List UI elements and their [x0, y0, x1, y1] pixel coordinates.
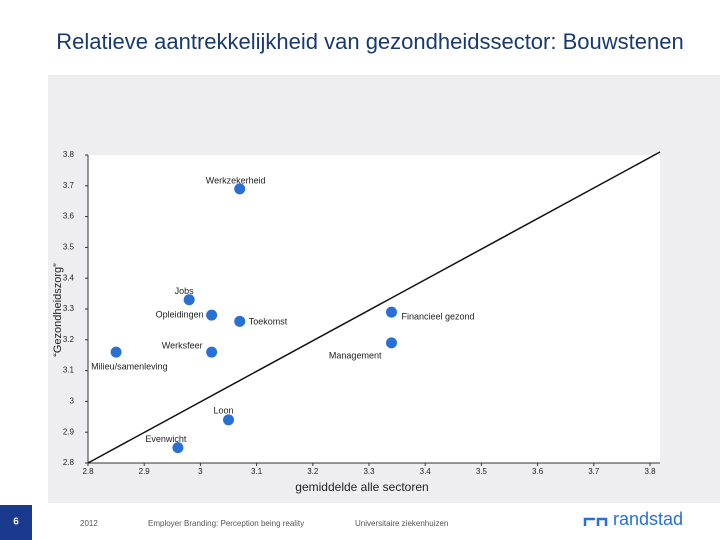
point-label: Werkzekerheid [206, 175, 266, 185]
footer-segment: Universitaire ziekenhuizen [355, 519, 448, 528]
x-tick-label: 3.3 [363, 467, 375, 476]
point [172, 442, 184, 454]
chart-title: Relatieve aantrekkelijkheid van gezondhe… [56, 29, 683, 54]
x-tick-label: 2.8 [82, 467, 94, 476]
point [385, 337, 397, 349]
y-axis-label: “Gezondheidszorg” [52, 263, 64, 357]
point-label: Management [329, 350, 382, 360]
footer-year: 2012 [80, 519, 98, 528]
point-label: Toekomst [249, 317, 288, 327]
x-tick-label: 3 [198, 467, 203, 476]
y-tick-label: 3.8 [63, 150, 75, 159]
x-tick-label: 3.2 [307, 467, 319, 476]
x-tick-label: 3.4 [420, 467, 432, 476]
point-label: Jobs [175, 286, 195, 296]
point [183, 294, 195, 306]
point [110, 346, 122, 358]
point [223, 414, 234, 426]
point-label: Financieel gezond [401, 311, 474, 321]
x-tick-label: 3.6 [532, 467, 544, 476]
y-tick-label: 3.2 [63, 335, 75, 344]
point [385, 306, 397, 318]
point [234, 183, 246, 195]
page-number: 6 [13, 517, 19, 528]
x-tick-label: 2.9 [139, 467, 151, 476]
y-tick-label: 3.5 [63, 243, 75, 252]
y-tick-label: 3.3 [63, 304, 75, 313]
point-label: Opleidingen [156, 310, 204, 320]
y-tick-label: 3 [70, 397, 75, 406]
point [206, 309, 218, 321]
page-box [0, 505, 32, 540]
y-tick-label: 3.6 [63, 212, 75, 221]
x-axis-label: gemiddelde alle sectoren [295, 480, 428, 494]
point [206, 346, 218, 358]
point-label: Evenwicht [145, 434, 187, 444]
point [234, 315, 246, 327]
point-label: Werksfeer [162, 340, 203, 350]
diagonal-line [87, 151, 661, 464]
footer-subtitle: Employer Branding: Perception being real… [148, 519, 304, 528]
x-tick-label: 3.1 [251, 467, 263, 476]
x-tick-label: 3.7 [588, 467, 600, 476]
y-tick-label: 2.8 [63, 458, 75, 467]
y-tick-label: 2.9 [63, 427, 75, 436]
x-tick-label: 3.5 [476, 467, 488, 476]
y-tick-label: 3.7 [63, 181, 75, 190]
brand-icon [583, 517, 608, 526]
point-label: Milieu/samenleving [91, 361, 168, 371]
y-tick-label: 3.1 [63, 366, 75, 375]
point-label: Loon [213, 405, 233, 415]
y-tick-label: 3.4 [63, 273, 75, 282]
x-tick-label: 3.8 [644, 467, 656, 476]
brand: randstad [613, 509, 683, 529]
